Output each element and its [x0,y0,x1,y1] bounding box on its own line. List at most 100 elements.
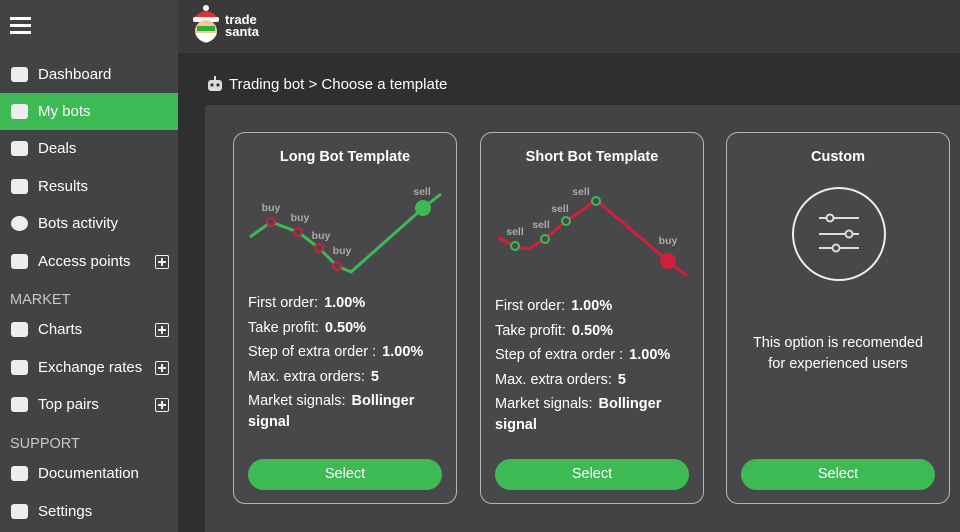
trade-point [266,217,276,227]
menu-icon [11,466,28,481]
trade-point [293,227,303,237]
section-label: SUPPORT [10,436,80,452]
template-card: Short Bot Template sell sell sell sell buy Fir… [480,132,704,504]
menu-icon [11,504,28,519]
description: This option is recomended for experience… [752,335,924,372]
trade-point [561,216,571,226]
menu-icon[interactable] [10,16,32,36]
trade-label: sell [506,226,524,238]
trade-point [591,196,601,206]
trade-label: buy [262,202,281,214]
param-row: First order: 1.00% [248,293,448,314]
menu-item[interactable]: My bots [0,93,178,130]
param-value: Bollinger signal [248,393,415,430]
trade-label: sell [572,186,590,198]
robot-icon [208,76,222,91]
trade-point [510,241,520,251]
menu-label: Dashboard [38,66,112,83]
expand-icon[interactable] [155,323,169,337]
menu-item[interactable]: Deals [0,130,178,167]
param-value: 1.00% [382,344,424,360]
param-label: Market signals: [495,396,593,412]
param-label: Step of extra order : [495,347,624,363]
trade-point [415,200,431,216]
logo-line: santa [225,24,259,39]
trade-label: buy [333,245,352,257]
menu-item[interactable]: Access points [0,243,178,280]
param-value: 1.00% [571,298,613,314]
trade-point [332,261,342,271]
card-illustration [792,187,886,281]
menu-icon [11,104,28,119]
menu-label: Documentation [38,465,139,482]
param-row: Max. extra orders: 5 [248,367,448,388]
menu-label: Charts [38,321,83,338]
card-title: Custom [811,149,865,165]
select-button[interactable]: Select [495,459,689,490]
menu-item[interactable]: Dashboard [0,56,178,93]
trade-label: sell [532,219,550,231]
menu-label: Bots activity [38,215,119,232]
menu-icon [11,141,28,156]
menu-item[interactable]: Exchange rates [0,349,178,386]
param-label: Take profit: [248,319,319,336]
menu-label: Access points [38,253,131,270]
trade-point [540,234,550,244]
top-bar: trade santa [178,0,960,53]
menu-item[interactable]: Results [0,168,178,205]
trade-label: sell [413,186,431,198]
param-row: Take profit: 0.50% [248,318,448,339]
logo-icon [193,5,219,43]
menu-label: My bots [38,103,91,120]
template-card: Long Bot Template buy buy buy buy sell First o… [233,132,457,504]
select-button[interactable]: Select [248,459,442,490]
expand-icon[interactable] [155,398,169,412]
param-label: Max. extra orders: [495,371,612,388]
param-label: Take profit: [495,322,566,339]
slider-knob [844,229,854,239]
menu-item[interactable]: Documentation [0,455,178,492]
select-button[interactable]: Select [741,459,935,490]
template-card: Custom This option is recomended for expe… [726,132,950,504]
trade-label: buy [291,212,310,224]
trade-label: sell [551,203,569,215]
param-value: 0.50% [571,322,614,339]
param-value: 5 [370,368,379,385]
expand-icon[interactable] [155,361,169,375]
menu-item[interactable]: Bots activity [0,205,178,242]
section-label: MARKET [10,292,71,308]
param-value: 5 [617,371,626,388]
param-label: First order: [248,295,319,311]
menu-item[interactable]: Charts [0,311,178,348]
param-label: Step of extra order : [248,344,377,360]
menu-icon [11,216,28,231]
param-row: Market signals: Bollinger signal [248,391,448,433]
menu-item[interactable]: Settings [0,493,178,530]
param-label: Max. extra orders: [248,368,365,385]
slider-knob [825,213,835,223]
breadcrumb: Trading bot > Choose a template [229,76,448,93]
settings-circle [792,187,886,281]
menu-item[interactable]: Top pairs [0,386,178,423]
param-label: Market signals: [248,393,346,409]
menu-label: Deals [38,140,77,157]
param-value: 0.50% [324,319,367,336]
menu-icon [11,179,28,194]
param-row: Take profit: 0.50% [495,321,695,342]
expand-icon[interactable] [155,255,169,269]
trade-point [314,243,324,253]
menu-icon [11,360,28,375]
logo-text: trade santa [225,12,259,39]
param-value: Bollinger signal [495,396,662,433]
card-title: Long Bot Template [279,149,411,165]
logo-line: trade [225,12,257,27]
menu-label: Settings [38,503,93,520]
menu-label: Exchange rates [38,359,143,376]
trade-point [660,253,676,269]
sidebar: Dashboard My bots Deals Results Bots activit… [0,0,178,532]
menu-label: Top pairs [38,396,99,413]
param-row: Step of extra order : 1.00% [248,342,448,363]
trade-label: buy [659,235,678,247]
